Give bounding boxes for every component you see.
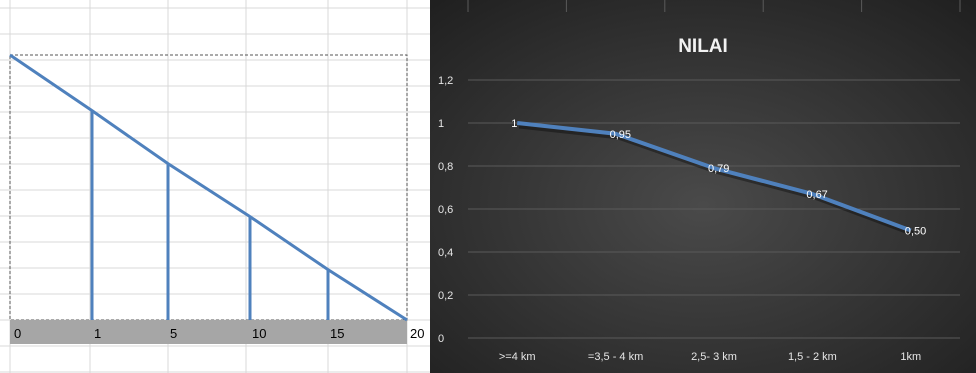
series-line-shadow <box>518 123 914 236</box>
x-tick-label: =3,5 - 4 km <box>588 351 643 363</box>
x-tick-label: 15 <box>330 326 344 341</box>
chart-title: NILAI <box>678 36 728 57</box>
data-label: 0,79 <box>708 163 729 175</box>
y-tick-label: 0,4 <box>438 247 453 259</box>
y-tick-label: 0,2 <box>438 290 453 302</box>
chart-background <box>430 0 976 373</box>
linear-decay-chart: 0 1 5 10 15 20 <box>0 0 430 373</box>
y-tick-label: 0,6 <box>438 204 453 216</box>
x-tick-label: 2,5- 3 km <box>691 351 737 363</box>
spreadsheet-grid <box>0 0 430 373</box>
y-tick-label: 1 <box>438 118 444 130</box>
series-line <box>516 121 912 233</box>
x-tick-label: >=4 km <box>499 351 536 363</box>
y-tick-label: 1,2 <box>438 75 453 87</box>
y-tick-label: 0 <box>438 333 444 345</box>
nilai-line-chart: NILAI 0 0,2 0,4 0,6 0,8 1 1,2 >=4 km =3,5 - 4 k… <box>430 0 976 373</box>
data-label: 1 <box>511 118 517 130</box>
x-tick-label: 1 <box>94 326 101 341</box>
decay-line <box>9 53 408 322</box>
x-axis-band <box>10 320 407 344</box>
x-tick-label: 1km <box>900 351 921 363</box>
x-tick-label: 5 <box>170 326 177 341</box>
x-tick-label: 0 <box>14 326 21 341</box>
x-tick-label: 20 <box>410 326 424 341</box>
y-tick-label: 0,8 <box>438 161 453 173</box>
x-tick-label: 10 <box>252 326 266 341</box>
linear-decay-sketch: 0 1 5 10 15 20 <box>0 0 430 373</box>
data-label: 0,67 <box>806 189 827 201</box>
nilai-chart-panel: NILAI 0 0,2 0,4 0,6 0,8 1 1,2 >=4 km =3,5 - 4 k… <box>430 0 976 373</box>
x-tick-label: 1,5 - 2 km <box>788 351 837 363</box>
data-label: 0,50 <box>905 226 926 238</box>
data-label: 0,95 <box>610 129 631 141</box>
